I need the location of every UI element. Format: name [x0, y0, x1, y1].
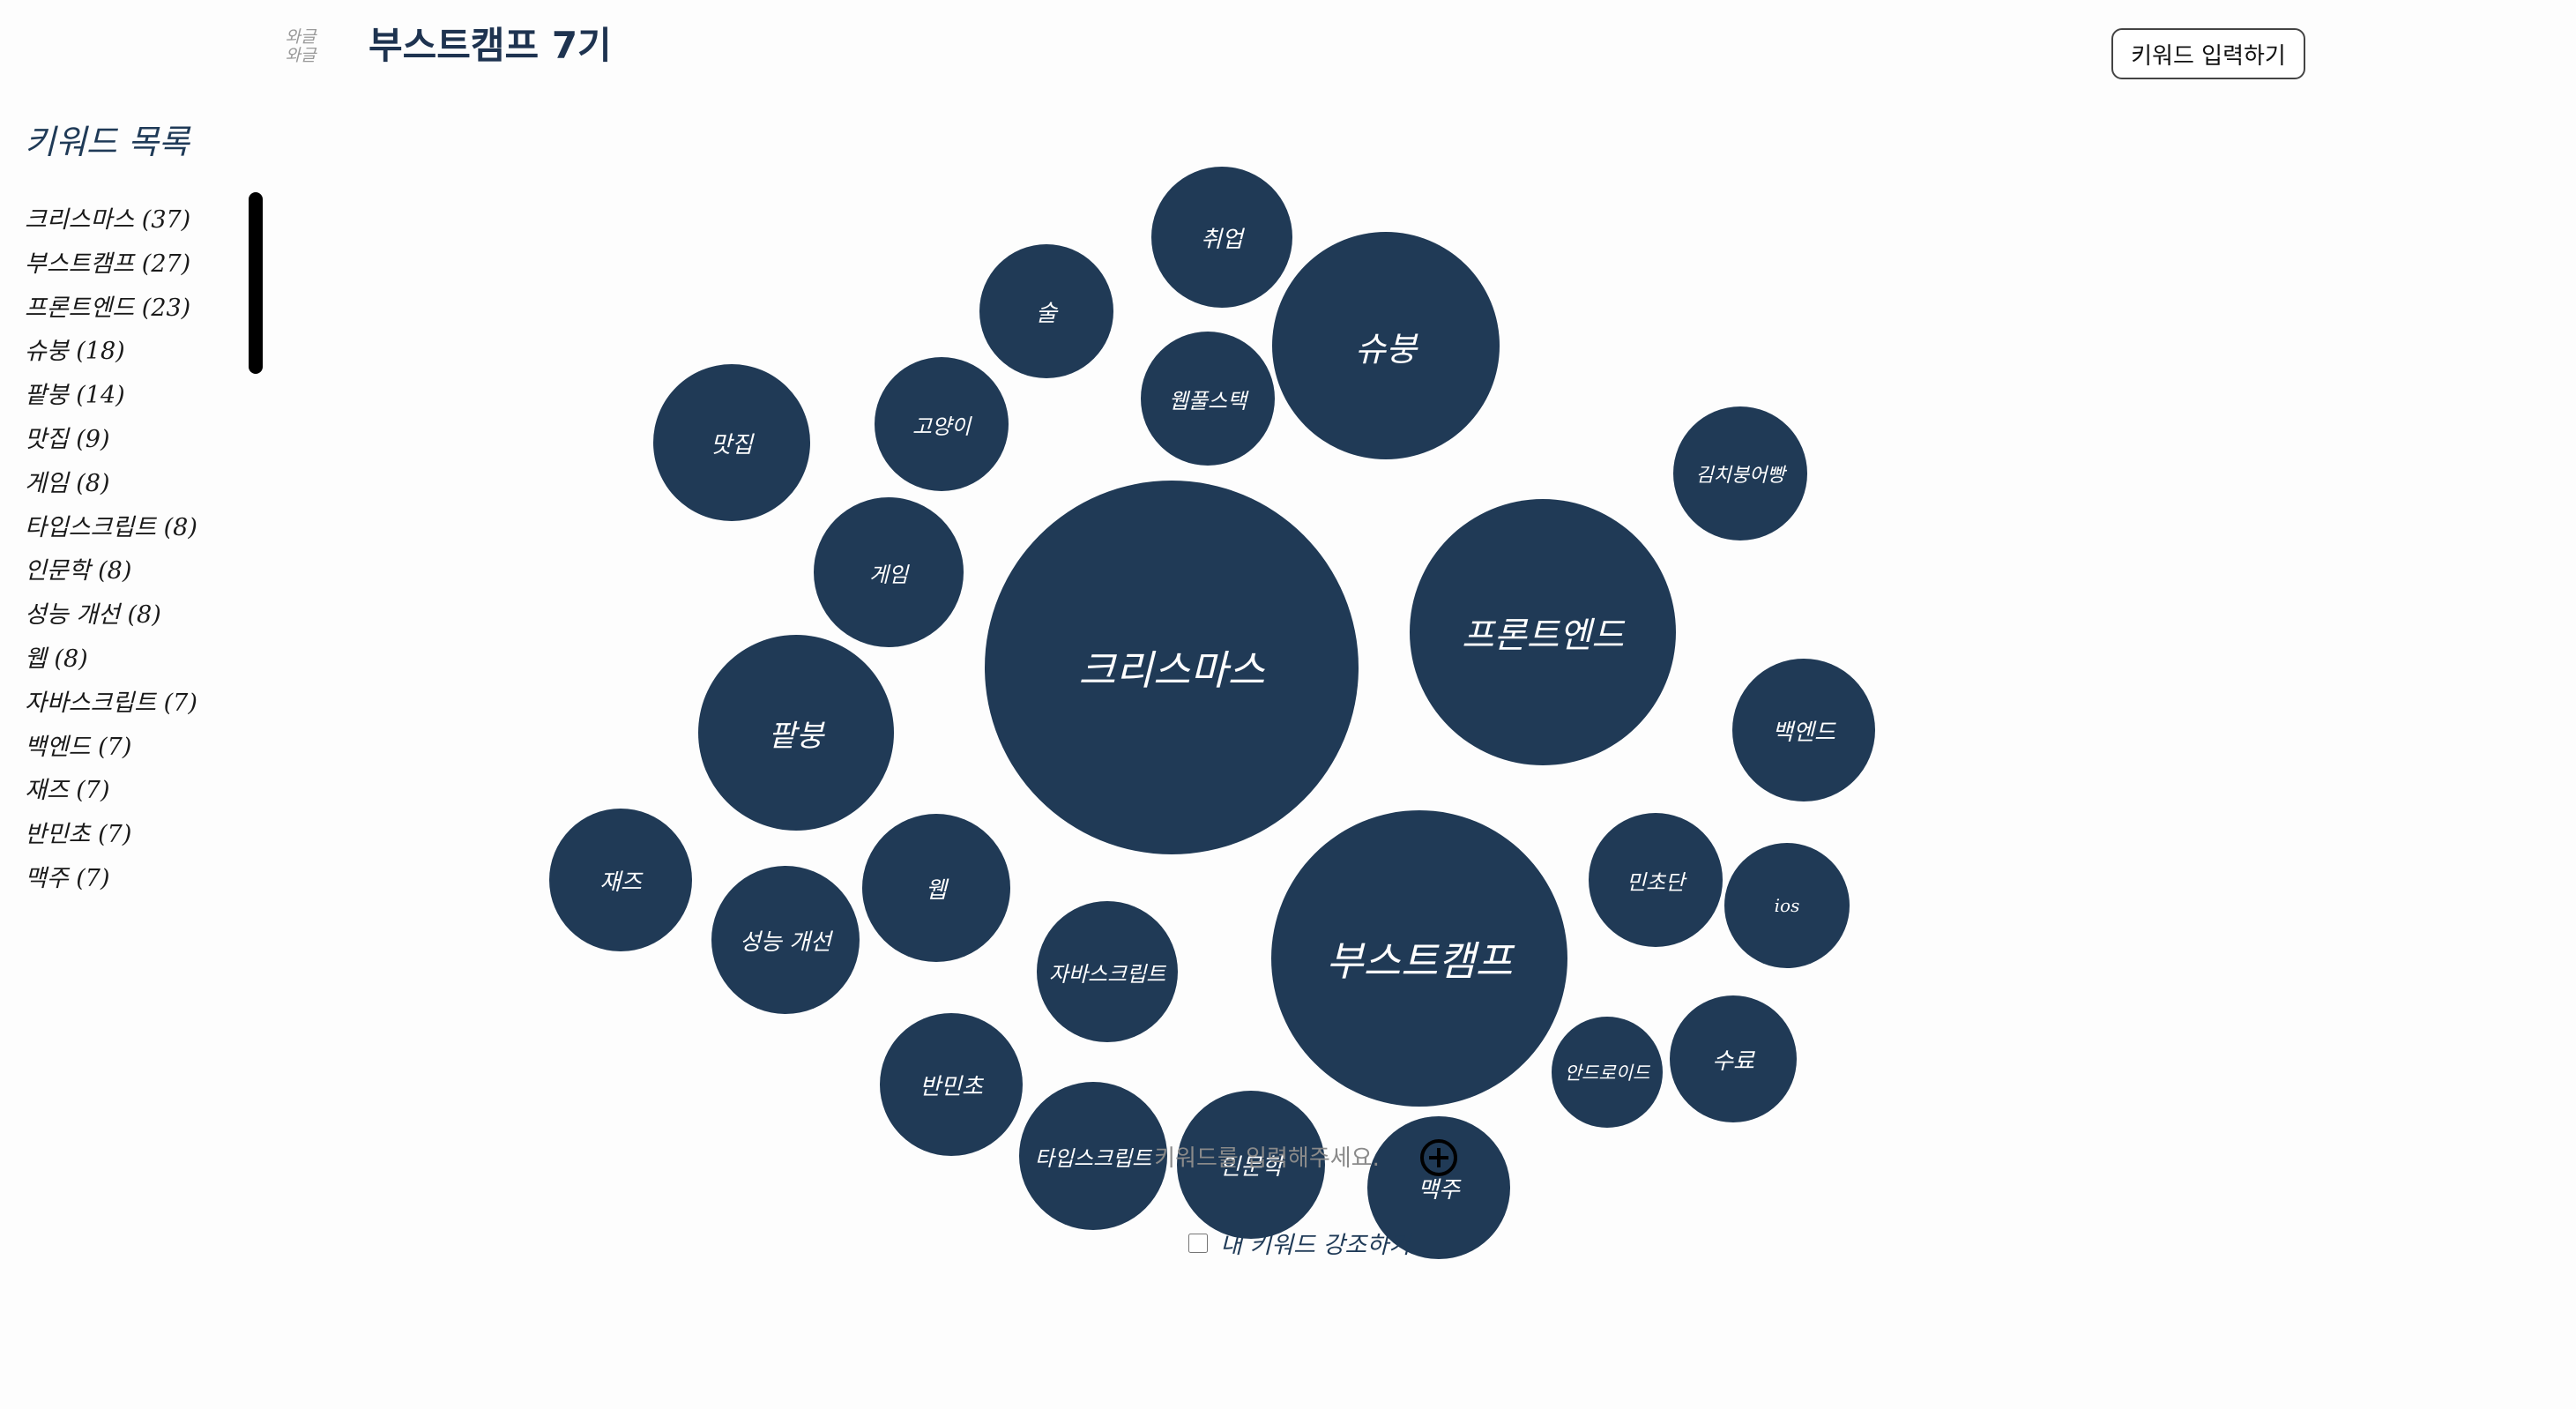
keyword-list-item[interactable]: 맛집 (9): [25, 425, 110, 453]
sidebar-scrollbar[interactable]: [249, 192, 263, 374]
keyword-bubble[interactable]: 수료: [1670, 995, 1797, 1122]
keyword-list-item[interactable]: 백엔드 (7): [25, 733, 132, 761]
keyword-bubble[interactable]: 프론트엔드: [1410, 499, 1676, 765]
keyword-list-item[interactable]: 게임 (8): [25, 469, 110, 497]
keyword-bubble[interactable]: 웹풀스택: [1141, 332, 1275, 466]
keyword-list-item[interactable]: 프론트엔드 (23): [25, 294, 191, 322]
keyword-bubble[interactable]: 김치붕어빵: [1673, 406, 1807, 540]
page-title: 부스트캠프 7기: [369, 24, 612, 67]
keyword-list-item[interactable]: 맥주 (7): [25, 864, 110, 892]
keyword-bubble[interactable]: 고양이: [875, 357, 1009, 491]
keyword-bubble[interactable]: 술: [979, 244, 1113, 378]
keyword-list-item[interactable]: 재즈 (7): [25, 777, 110, 805]
keyword-bubble[interactable]: 맛집: [653, 364, 810, 521]
keyword-bubble[interactable]: 웹: [862, 814, 1010, 962]
keyword-bubble[interactable]: 크리스마스: [985, 481, 1359, 854]
keyword-input-button[interactable]: 키워드 입력하기: [2111, 28, 2305, 79]
keyword-bubble[interactable]: 성능 개선: [711, 866, 860, 1014]
add-keyword-icon[interactable]: [1420, 1139, 1457, 1176]
keyword-bubble[interactable]: 백엔드: [1732, 659, 1875, 801]
keyword-bubble[interactable]: 반민초: [880, 1013, 1023, 1156]
sidebar-title: 키워드 목록: [25, 123, 190, 161]
keyword-list-item[interactable]: 크리스마스 (37): [25, 206, 191, 234]
keyword-bubble[interactable]: ios: [1724, 843, 1850, 968]
keyword-list-item[interactable]: 성능 개선 (8): [25, 601, 161, 630]
keyword-list-item[interactable]: 웹 (8): [25, 645, 88, 673]
keyword-list-item[interactable]: 타입스크립트 (8): [25, 513, 197, 541]
keyword-bubble[interactable]: 자바스크립트: [1037, 901, 1178, 1042]
keyword-bubble[interactable]: 게임: [814, 497, 964, 647]
keyword-bubble[interactable]: 안드로이드: [1552, 1017, 1663, 1128]
keyword-sidebar: 키워드 목록 크리스마스 (37) 부스트캠프 (27) 프론트엔드 (23) 슈붕 …: [25, 115, 289, 908]
highlight-checkbox[interactable]: [1188, 1233, 1208, 1253]
keyword-bubble[interactable]: 슈붕: [1272, 232, 1500, 459]
keyword-bubble[interactable]: 부스트캠프: [1271, 810, 1567, 1107]
highlight-label: 내 키워드 강조하기: [1220, 1232, 1411, 1259]
keyword-bubble[interactable]: 재즈: [549, 809, 692, 951]
keyword-list-item[interactable]: 자바스크립트 (7): [25, 689, 197, 717]
keyword-bubble[interactable]: 민초단: [1589, 813, 1723, 947]
keyword-bubble[interactable]: 취업: [1151, 167, 1292, 308]
logo[interactable]: 와글 와글: [285, 27, 316, 65]
highlight-my-keyword-row: 내 키워드 강조하기: [1188, 1226, 1411, 1260]
keyword-list-item[interactable]: 팥붕 (14): [25, 382, 125, 410]
keyword-list-item[interactable]: 슈붕 (18): [25, 338, 125, 366]
keyword-list-item[interactable]: 부스트캠프 (27): [25, 250, 191, 278]
keyword-list[interactable]: 크리스마스 (37) 부스트캠프 (27) 프론트엔드 (23) 슈붕 (18) 팥붕 …: [25, 198, 263, 1018]
keyword-list-item[interactable]: 반민초 (7): [25, 821, 132, 849]
keyword-list-item[interactable]: 인문학 (8): [25, 557, 132, 585]
keyword-bubble[interactable]: 팥붕: [698, 635, 894, 831]
